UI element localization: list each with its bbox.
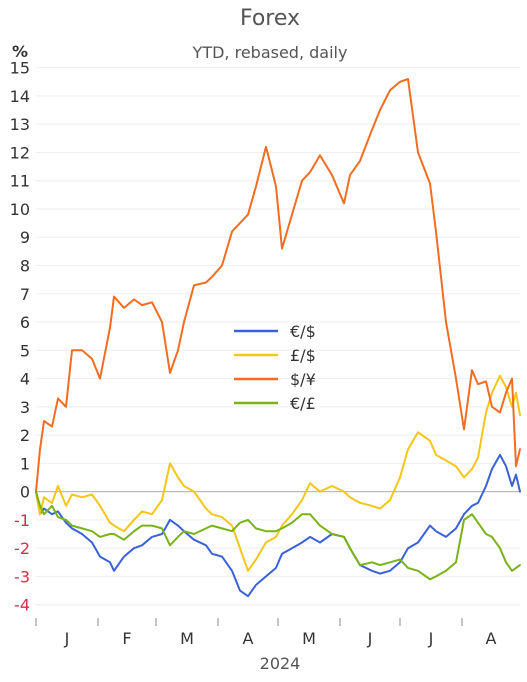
- y-tick-label: 7: [20, 285, 30, 304]
- series-line: [35, 490, 521, 581]
- legend: €/$ £/$ $/¥ €/£: [234, 322, 316, 413]
- legend-label: £/$: [290, 346, 316, 365]
- chart-subtitle: YTD, rebased, daily: [192, 43, 348, 62]
- legend-label: $/¥: [290, 370, 316, 389]
- x-tick-label: J: [428, 629, 434, 648]
- y-tick-label: 1: [20, 454, 30, 473]
- y-tick-label: -4: [14, 596, 30, 615]
- series-line: [35, 78, 521, 493]
- y-tick-label: 11: [10, 172, 30, 191]
- y-tick-label: 8: [20, 257, 30, 276]
- y-tick-label: 0: [20, 483, 30, 502]
- series-line: [35, 453, 521, 598]
- y-tick-label: -1: [14, 511, 30, 530]
- x-tick-label: J: [367, 629, 373, 648]
- x-tick-label: A: [243, 629, 254, 648]
- x-tick-label: A: [486, 629, 497, 648]
- y-tick-label: 3: [20, 398, 30, 417]
- y-tick-label: 4: [20, 370, 30, 389]
- x-tick-label: M: [302, 629, 316, 648]
- x-tick-label: F: [122, 629, 131, 648]
- y-tick-label: 10: [10, 200, 30, 219]
- x-tick-label: M: [180, 629, 194, 648]
- y-axis-unit-label: %: [12, 42, 28, 61]
- series-lines: [35, 78, 521, 598]
- chart-title: Forex: [240, 6, 300, 31]
- grid-lines: [36, 67, 520, 606]
- y-tick-label: 5: [20, 341, 30, 360]
- y-tick-label: 13: [10, 115, 30, 134]
- y-tick-label: 14: [10, 87, 30, 106]
- x-tick-label: J: [64, 629, 70, 648]
- y-tick-label: -3: [14, 567, 30, 586]
- series-line: [35, 374, 521, 572]
- legend-label: €/£: [290, 394, 316, 413]
- y-tick-label: 9: [20, 228, 30, 247]
- y-tick-label: 15: [10, 59, 30, 78]
- x-axis-year-label: 2024: [260, 654, 301, 673]
- y-tick-label: -2: [14, 539, 30, 558]
- y-tick-label: 2: [20, 426, 30, 445]
- legend-label: €/$: [290, 322, 316, 341]
- y-tick-label: 6: [20, 313, 30, 332]
- y-tick-label: 12: [10, 143, 30, 162]
